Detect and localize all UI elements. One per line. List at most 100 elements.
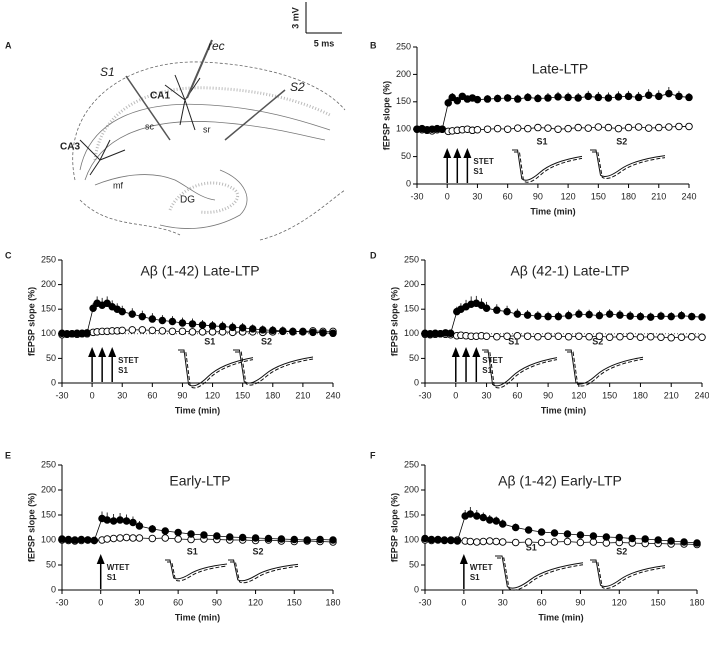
data-point (444, 99, 452, 107)
data-point (605, 310, 614, 318)
data-point (554, 332, 563, 341)
data-point (614, 93, 623, 101)
y-tick-label: 250 (404, 459, 419, 469)
y-tick-label: 250 (404, 254, 419, 264)
data-point (563, 530, 572, 538)
data-point (513, 124, 522, 132)
chart-panel: E Early-LTP 0 50 100 150 200 250 -30 0 30 60 90 120 15… (5, 450, 341, 622)
data-point (116, 534, 124, 542)
y-tick-label: 250 (41, 459, 56, 469)
data-point (594, 123, 603, 131)
stimulus-sublabel: S1 (107, 573, 117, 582)
chart-panel: D Aβ (42-1) Late-LTP 0 50 100 150 200 250 -30 0 30… (370, 250, 709, 415)
x-tick-label: 30 (472, 191, 482, 201)
data-point (554, 93, 562, 101)
x-axis-title: Time (min) (175, 405, 220, 415)
x-tick-label: 150 (591, 191, 606, 201)
scale-label: 5 ms (314, 38, 335, 48)
data-point (473, 512, 481, 520)
y-tick-label: 50 (46, 353, 56, 363)
data-point (544, 312, 552, 321)
data-point (585, 310, 593, 319)
y-tick-label: 250 (396, 41, 411, 51)
x-tick-label: 90 (212, 597, 222, 607)
data-point (84, 536, 92, 544)
data-point (554, 125, 562, 133)
data-point (595, 332, 604, 341)
stimulus-sublabel: S1 (473, 167, 483, 176)
data-point (122, 533, 131, 542)
x-tick-label: 120 (612, 597, 627, 607)
data-point (537, 528, 546, 536)
data-point (513, 332, 522, 340)
data-point (277, 535, 286, 543)
arrow-head (453, 148, 462, 158)
y-tick-label: 150 (41, 509, 56, 519)
diagram-label: mf (113, 180, 123, 190)
data-point (534, 123, 542, 132)
x-tick-label: 150 (287, 597, 302, 607)
data-point (486, 537, 494, 545)
data-point (492, 537, 500, 546)
data-point (667, 333, 675, 342)
x-tick-label: 180 (621, 191, 636, 201)
data-point (550, 529, 559, 537)
data-point (264, 534, 273, 543)
x-tick-label: 60 (173, 597, 183, 607)
y-tick-label: 200 (404, 279, 419, 289)
inset-trace (512, 149, 583, 181)
data-point (655, 92, 663, 101)
diagram-label: S2 (290, 80, 305, 94)
inset-label: S1 (508, 336, 519, 346)
data-point (178, 327, 187, 336)
y-tick-label: 0 (414, 584, 419, 594)
data-point (636, 333, 645, 341)
data-point (303, 536, 311, 544)
data-point (646, 333, 655, 341)
data-point (116, 516, 124, 524)
data-point (438, 125, 446, 133)
data-point (138, 312, 147, 321)
data-point (148, 326, 157, 335)
stimulus-sublabel: S1 (470, 573, 480, 582)
data-point (687, 333, 696, 341)
y-tick-label: 150 (404, 304, 419, 314)
x-tick-label: 0 (445, 191, 450, 201)
data-point (626, 332, 634, 341)
data-point (479, 537, 488, 546)
data-point (537, 538, 546, 547)
data-point (279, 327, 287, 335)
data-point (161, 527, 169, 535)
chart-panel: C Aβ (1-42) Late-LTP 0 50 100 150 200 250 -30 0 30… (5, 250, 341, 415)
data-point (289, 327, 297, 336)
data-point (238, 324, 247, 332)
data-point (447, 536, 455, 544)
x-tick-label: 60 (537, 597, 547, 607)
hippocampus-diagram: A S1 rec CA1 S2 sc sr CA3 mf DG (5, 39, 346, 241)
panel-label: F (370, 450, 376, 460)
inset-trace (167, 561, 228, 582)
data-point (473, 95, 482, 104)
x-tick-label: 240 (325, 390, 340, 400)
y-tick-label: 200 (404, 484, 419, 494)
data-point (90, 536, 99, 545)
data-point (677, 333, 686, 341)
data-point (585, 333, 593, 341)
data-point (138, 326, 147, 334)
x-tick-label: 120 (205, 390, 220, 400)
y-tick-label: 0 (406, 178, 411, 188)
y-tick-label: 150 (404, 509, 419, 519)
data-point (290, 535, 299, 544)
data-point (594, 93, 603, 102)
data-point (675, 122, 683, 131)
inset-label: S1 (537, 136, 548, 146)
x-axis-title: Time (min) (541, 405, 586, 415)
x-tick-label: 0 (98, 597, 103, 607)
y-tick-label: 100 (404, 534, 419, 544)
data-point (513, 95, 522, 103)
x-tick-label: 180 (633, 390, 648, 400)
data-point (228, 323, 237, 332)
data-point (148, 534, 157, 543)
data-point (595, 311, 604, 320)
data-point (574, 94, 582, 102)
